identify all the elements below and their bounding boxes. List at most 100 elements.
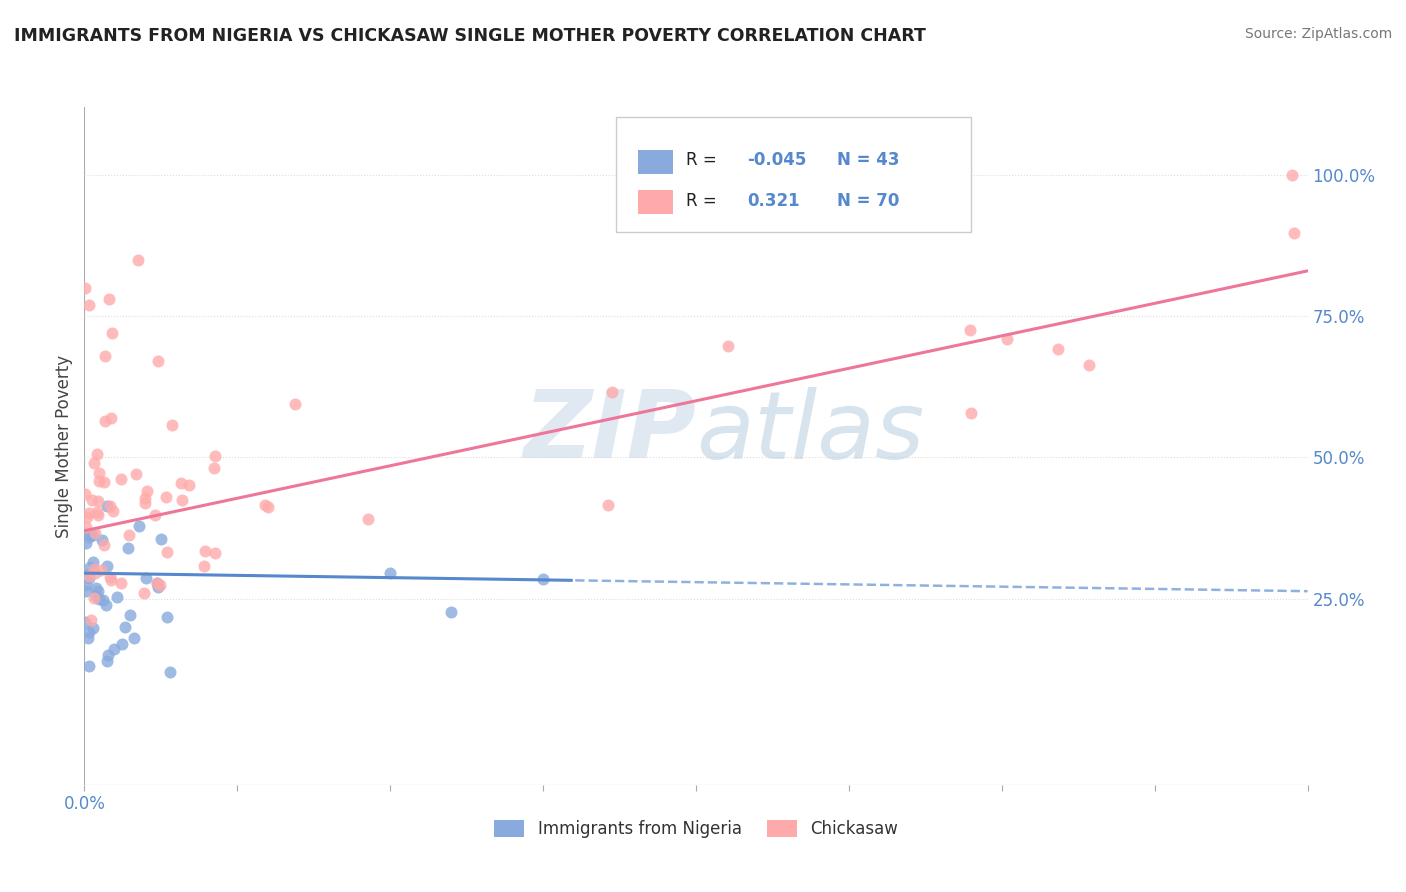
Point: [83, 562, 105, 576]
Point: [118, 528, 141, 542]
Text: 0.321: 0.321: [748, 192, 800, 210]
Point: [80, 613, 103, 627]
Point: [1077, 358, 1099, 372]
Point: [98, 499, 121, 513]
Point: [146, 354, 169, 368]
Point: [134, 496, 156, 510]
Point: [77, 659, 100, 673]
Point: [159, 665, 181, 679]
Point: [75, 519, 97, 533]
Point: [959, 323, 981, 337]
Text: R =: R =: [686, 192, 723, 210]
Point: [194, 544, 217, 558]
Point: [1047, 342, 1070, 356]
Point: [82, 555, 104, 569]
Point: [135, 483, 157, 498]
Point: [87, 583, 110, 598]
Text: R =: R =: [686, 152, 723, 169]
Point: [100, 326, 122, 340]
Point: [531, 572, 554, 586]
Text: ZIP: ZIP: [523, 386, 696, 478]
Point: [1284, 227, 1306, 241]
Point: [98, 292, 121, 306]
Point: [91, 533, 114, 547]
Point: [79, 625, 101, 640]
Point: [76, 510, 98, 524]
Point: [87, 508, 110, 522]
Point: [86, 447, 108, 461]
Point: [77, 298, 100, 312]
Bar: [638, 150, 672, 174]
Point: [84, 581, 107, 595]
Point: [77, 531, 100, 545]
Point: [94, 414, 117, 428]
Point: [84, 589, 107, 603]
Point: [89, 591, 111, 606]
Point: [77, 566, 100, 581]
Point: [101, 503, 124, 517]
Point: [93, 475, 115, 489]
Point: [128, 518, 150, 533]
Point: [146, 576, 169, 591]
Text: N = 43: N = 43: [837, 152, 900, 169]
Point: [380, 566, 402, 580]
Point: [125, 467, 148, 481]
Point: [193, 558, 215, 573]
Point: [170, 475, 193, 490]
Point: [146, 580, 169, 594]
Point: [357, 512, 380, 526]
Point: [100, 570, 122, 584]
Point: [83, 566, 105, 580]
Point: [120, 608, 142, 623]
Point: [83, 591, 105, 606]
Point: [96, 499, 118, 513]
Point: [77, 569, 100, 583]
Point: [87, 494, 110, 508]
Point: [75, 536, 97, 550]
Point: [149, 533, 172, 547]
Point: [110, 575, 132, 590]
Point: [134, 491, 156, 506]
Point: [96, 598, 118, 612]
Point: [179, 478, 201, 492]
Point: [82, 527, 104, 541]
Point: [93, 538, 115, 552]
Point: [80, 492, 103, 507]
Point: [716, 339, 738, 353]
Point: [1281, 168, 1303, 182]
Text: Source: ZipAtlas.com: Source: ZipAtlas.com: [1244, 27, 1392, 41]
Point: [110, 472, 132, 486]
Point: [87, 475, 110, 489]
Point: [96, 654, 118, 668]
Point: [155, 490, 177, 504]
Point: [100, 410, 122, 425]
Point: [257, 500, 280, 514]
FancyBboxPatch shape: [616, 117, 972, 233]
Point: [73, 615, 96, 629]
Point: [598, 498, 620, 512]
Point: [117, 541, 139, 555]
Point: [132, 585, 155, 599]
Point: [90, 563, 112, 577]
Point: [127, 252, 149, 267]
Text: N = 70: N = 70: [837, 192, 898, 210]
Point: [202, 461, 225, 475]
Text: -0.045: -0.045: [748, 152, 807, 169]
Point: [111, 637, 134, 651]
Point: [254, 498, 277, 512]
Point: [89, 466, 111, 480]
Point: [77, 570, 100, 584]
Y-axis label: Single Mother Poverty: Single Mother Poverty: [55, 354, 73, 538]
Point: [170, 492, 193, 507]
Point: [960, 406, 983, 420]
Point: [84, 525, 107, 540]
Point: [995, 332, 1018, 346]
Point: [145, 575, 167, 590]
Point: [96, 648, 118, 662]
Point: [440, 605, 463, 619]
Point: [75, 577, 97, 591]
Point: [204, 546, 226, 560]
Point: [94, 349, 117, 363]
Point: [96, 559, 118, 574]
Point: [91, 593, 114, 607]
